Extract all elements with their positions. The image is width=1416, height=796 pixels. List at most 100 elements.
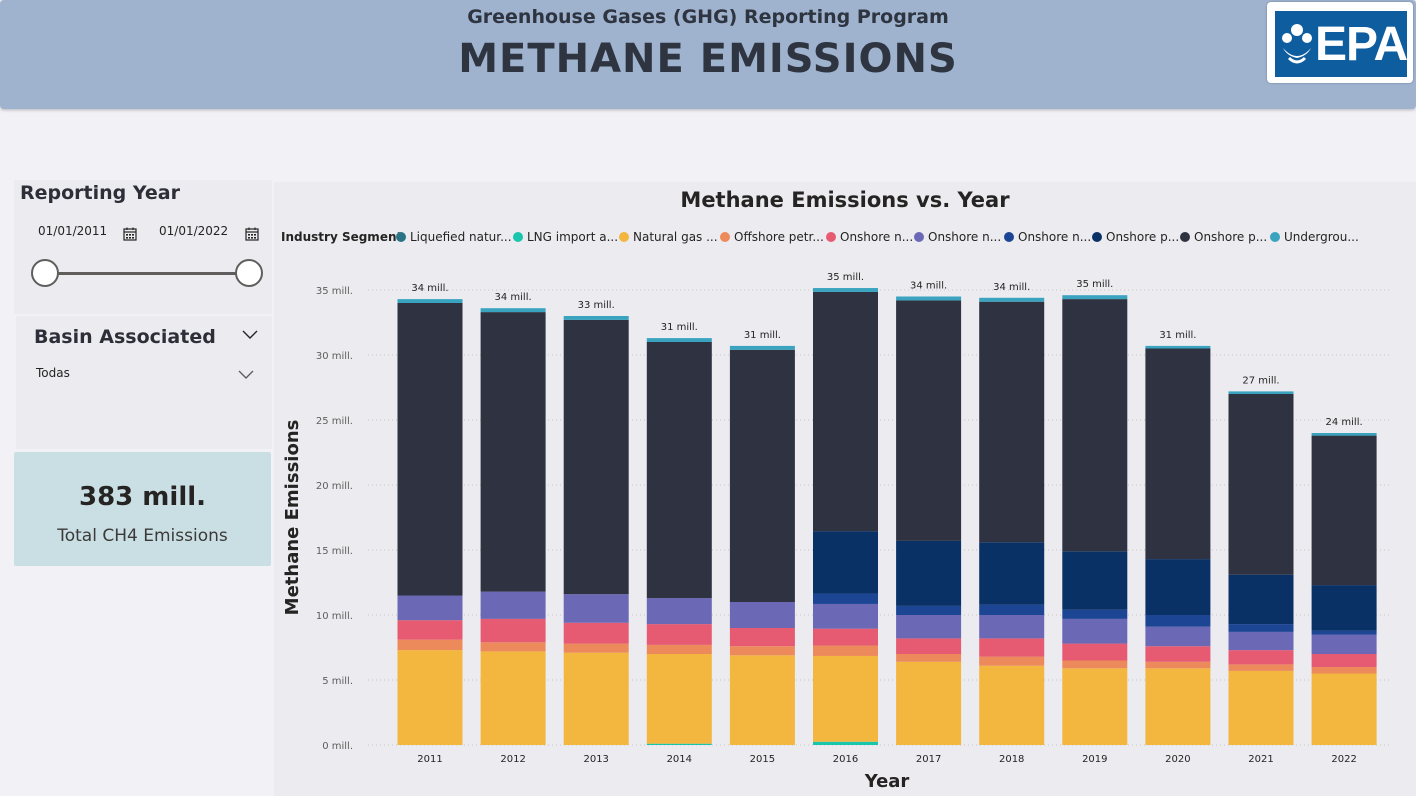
- bar-segment: [646, 598, 712, 625]
- x-tick-label: 2018: [999, 754, 1024, 765]
- legend-item[interactable]: Liquefied natur...: [396, 230, 512, 244]
- year-range-slider[interactable]: [44, 272, 249, 275]
- bar-segment: [813, 628, 878, 646]
- bar-segment: [563, 652, 629, 745]
- legend-label: Onshore p...: [1194, 230, 1268, 244]
- bar-segment: [813, 655, 878, 742]
- bar-segment: [1311, 673, 1377, 745]
- bar-segment: [1062, 660, 1128, 669]
- legend-label: Onshore n...: [1018, 230, 1092, 244]
- x-tick-label: 2016: [833, 754, 858, 765]
- start-date-input[interactable]: 01/01/2011: [38, 224, 108, 238]
- bar-segment: [480, 642, 546, 652]
- bar-segment: [1145, 615, 1211, 627]
- y-tick-label: 15 mill.: [316, 546, 353, 557]
- bar-segment: [979, 542, 1045, 605]
- y-tick-label: 5 mill.: [322, 676, 353, 687]
- bar-segment: [979, 604, 1045, 615]
- bar-segment: [729, 349, 795, 602]
- bar-segment: [1062, 643, 1128, 661]
- bar-segment: [729, 602, 795, 628]
- page-title: METHANE EMISSIONS: [458, 36, 958, 82]
- basin-dropdown-value[interactable]: Todas: [36, 366, 70, 380]
- bar-segment: [1062, 299, 1128, 552]
- bar-segment: [1228, 624, 1294, 632]
- x-tick-label: 2013: [583, 754, 608, 765]
- legend-swatch: [1092, 232, 1102, 242]
- legend-label: Offshore petr...: [734, 230, 824, 244]
- y-tick-label: 10 mill.: [316, 611, 353, 622]
- bar-segment: [1145, 661, 1211, 669]
- bar-segment: [480, 651, 546, 745]
- bar-segment: [813, 291, 878, 532]
- total-emissions-card: 383 mill. Total CH4 Emissions: [14, 452, 271, 566]
- legend-item[interactable]: Onshore p...: [1180, 230, 1267, 244]
- legend-swatch: [1180, 232, 1190, 242]
- legend-item[interactable]: Onshore n...: [826, 230, 913, 244]
- calendar-icon[interactable]: [123, 227, 137, 241]
- bar-segment: [646, 342, 712, 599]
- epa-flower-icon: [1282, 24, 1312, 64]
- program-subtitle: Greenhouse Gases (GHG) Reporting Program: [467, 6, 949, 28]
- chart-title: Methane Emissions vs. Year: [680, 188, 1010, 212]
- bar-segment: [813, 288, 878, 292]
- bar-segment: [563, 622, 629, 644]
- bar-segment: [979, 297, 1045, 302]
- bar-segment: [1145, 646, 1211, 662]
- bar-total-label: 34 mill.: [495, 292, 532, 303]
- bar-segment: [979, 301, 1045, 543]
- bar-segment: [1311, 667, 1377, 674]
- calendar-icon[interactable]: [245, 227, 259, 241]
- bar-segment: [729, 345, 795, 350]
- bar-total-label: 35 mill.: [827, 272, 864, 283]
- legend-item[interactable]: Offshore petr...: [720, 230, 824, 244]
- x-tick-label: 2019: [1082, 754, 1107, 765]
- bar-segment: [896, 605, 962, 615]
- bar-segment: [646, 338, 712, 342]
- bar-segment: [480, 591, 546, 619]
- epa-logo: EPA: [1267, 2, 1413, 83]
- bar-total-label: 27 mill.: [1242, 375, 1279, 386]
- legend-swatch: [1270, 232, 1280, 242]
- x-tick-label: 2011: [417, 754, 442, 765]
- legend-swatch: [826, 232, 836, 242]
- legend-item[interactable]: Natural gas ...: [619, 230, 718, 244]
- y-tick-label: 30 mill.: [316, 351, 353, 362]
- bar-segment: [979, 615, 1045, 639]
- bar-segment: [729, 628, 795, 647]
- bar-segment: [896, 654, 962, 662]
- legend-label: Onshore n...: [928, 230, 1002, 244]
- bar-segment: [1311, 630, 1377, 635]
- legend-item[interactable]: Onshore n...: [1004, 230, 1091, 244]
- legend-item[interactable]: Onshore p...: [1092, 230, 1179, 244]
- bar-segment: [1062, 668, 1128, 745]
- legend-item[interactable]: Undergrou...: [1270, 230, 1359, 244]
- bar-total-label: 35 mill.: [1076, 279, 1113, 290]
- kpi-value: 383 mill.: [78, 482, 207, 512]
- bar-segment: [1145, 345, 1211, 349]
- bar-segment: [397, 595, 463, 621]
- legend-item[interactable]: LNG import a...: [513, 230, 618, 244]
- bar-segment: [1145, 626, 1211, 647]
- bar-segment: [1228, 391, 1294, 394]
- legend-swatch: [513, 232, 523, 242]
- bar-segment: [813, 531, 878, 594]
- epa-logo-badge: EPA: [1275, 11, 1408, 77]
- end-year-handle[interactable]: [235, 259, 263, 287]
- bar-segment: [480, 618, 546, 643]
- start-year-handle[interactable]: [31, 259, 59, 287]
- bar-segment: [1145, 559, 1211, 615]
- legend-item[interactable]: Onshore n...: [914, 230, 1001, 244]
- legend-swatch: [1004, 232, 1014, 242]
- y-tick-label: 20 mill.: [316, 481, 353, 492]
- chevron-down-icon[interactable]: [242, 330, 258, 340]
- bar-segment: [1228, 650, 1294, 665]
- end-date-input[interactable]: 01/01/2022: [159, 224, 229, 238]
- legend-label: Undergrou...: [1284, 230, 1359, 244]
- bar-segment: [646, 743, 712, 745]
- chevron-down-icon[interactable]: [238, 370, 254, 380]
- bar-segment: [979, 638, 1045, 657]
- bar-segment: [1062, 295, 1128, 300]
- basin-slicer: [16, 316, 272, 449]
- bar-total-label: 34 mill.: [993, 282, 1030, 293]
